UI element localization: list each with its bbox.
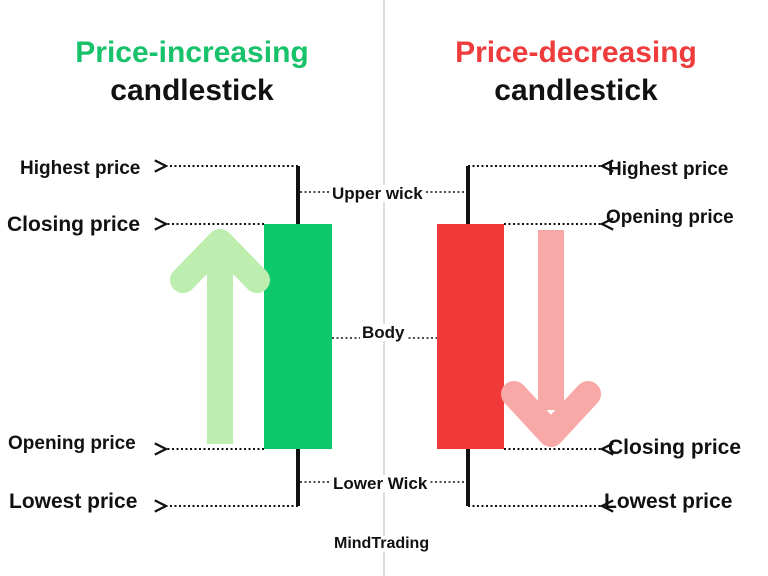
left-opening-price-label: Opening price [8,433,136,454]
decreasing-candle-body [437,224,504,449]
body-label: Body [360,323,407,342]
right-lowest-price-label: Lowest price [604,490,733,513]
increasing-candle-body [264,224,332,449]
right-opening-price-label: Opening price [606,207,734,228]
arrow-up-icon [170,229,270,444]
decreasing-title-line1: Price-decreasing [455,36,697,69]
increasing-title-line1: Price-increasing [75,36,309,69]
brand-label: MindTrading [332,535,432,552]
left-lowest-price-label: Lowest price [9,490,138,513]
lower-wick-label: Lower Wick [331,474,430,493]
left-closing-price-label: Closing price [7,213,141,236]
increasing-title-line2: candlestick [110,74,274,107]
right-closing-price-label: Closing price [608,436,742,459]
upper-wick-label: Upper wick [330,184,425,203]
increasing-title: Price-increasing candlestick [0,34,384,110]
arrow-down-icon [501,230,601,447]
left-highest-price-label: Highest price [20,158,141,179]
decreasing-title: Price-decreasing candlestick [384,34,768,110]
right-highest-price-label: Highest price [608,159,729,180]
decreasing-title-line2: candlestick [494,74,658,107]
